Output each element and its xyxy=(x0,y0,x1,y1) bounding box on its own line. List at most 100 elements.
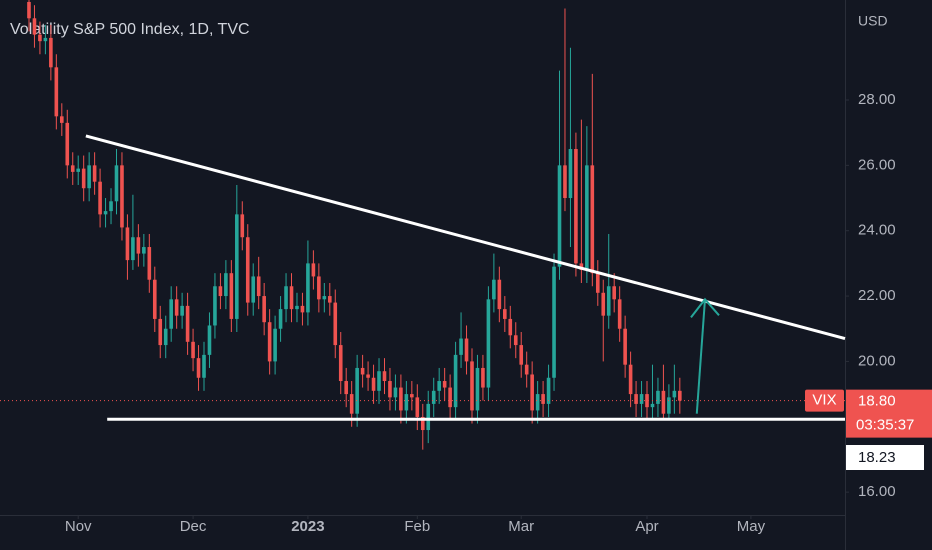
candle-body xyxy=(273,328,277,362)
candle-body xyxy=(410,394,414,398)
candle-body xyxy=(420,416,425,431)
candle-body xyxy=(289,286,294,310)
candle-body xyxy=(557,165,562,267)
candle-body xyxy=(388,381,392,398)
candle-body xyxy=(349,394,354,414)
candle-body xyxy=(163,328,168,346)
countdown-label: 03:35:37 xyxy=(856,417,914,434)
x-tick-label: Nov xyxy=(65,518,92,535)
candle-body xyxy=(497,279,502,310)
candle-body xyxy=(628,364,633,395)
support-price-box xyxy=(846,445,924,470)
candle-body xyxy=(120,165,124,228)
candle-body xyxy=(235,214,239,319)
candle-body xyxy=(322,296,327,300)
candle-body xyxy=(327,296,332,303)
candle-body xyxy=(224,273,228,297)
candle-body xyxy=(590,165,595,274)
candle-body xyxy=(174,299,179,316)
candle-body xyxy=(453,354,458,408)
candle-body xyxy=(267,322,272,362)
candle-body xyxy=(256,276,261,297)
candle-body xyxy=(481,367,485,388)
candle-body xyxy=(262,296,266,323)
candle-body xyxy=(202,354,206,378)
candle-body xyxy=(245,237,250,303)
candle-body xyxy=(229,273,234,319)
candle-body xyxy=(158,318,163,346)
x-tick-label: May xyxy=(737,518,766,535)
candle-body xyxy=(595,273,600,293)
candle-body xyxy=(136,237,141,254)
candle-body xyxy=(393,387,398,398)
candle-body xyxy=(524,364,529,375)
candle-body xyxy=(311,263,316,277)
candle-body xyxy=(530,374,534,411)
candle-body xyxy=(645,394,649,408)
candle-body xyxy=(415,397,420,417)
y-tick-label: 22.00 xyxy=(858,287,896,304)
candle-body xyxy=(355,367,359,414)
candle-body xyxy=(606,286,611,316)
support-price-label: 18.23 xyxy=(858,449,896,466)
y-tick-label: 28.00 xyxy=(858,91,896,108)
x-tick-label: Feb xyxy=(404,518,430,535)
candle-body xyxy=(667,397,671,414)
candle-body xyxy=(492,279,496,300)
candle-body xyxy=(563,165,567,199)
candle-body xyxy=(661,390,666,414)
x-tick-label: Dec xyxy=(180,518,207,535)
candle-body xyxy=(43,37,48,42)
candle-body xyxy=(448,387,452,408)
candle-body xyxy=(486,299,491,388)
candle-body xyxy=(300,305,305,313)
candle-body xyxy=(295,305,299,310)
candle-body xyxy=(103,211,108,215)
candle-body xyxy=(541,394,545,404)
candle-body xyxy=(333,302,338,346)
candle-body xyxy=(382,371,387,382)
candle-body xyxy=(470,361,474,411)
candle-body xyxy=(513,335,518,346)
candle-body xyxy=(371,377,376,391)
candle-body xyxy=(87,165,91,189)
candle-body xyxy=(169,299,173,329)
candle-body xyxy=(360,367,365,375)
candle-body xyxy=(426,403,431,431)
candle-body xyxy=(38,34,42,42)
currency-label: USD xyxy=(858,13,888,29)
candle-body xyxy=(344,381,349,395)
candle-body xyxy=(475,367,480,411)
x-tick-label: Mar xyxy=(508,518,534,535)
candle-body xyxy=(568,149,573,199)
candle-body xyxy=(131,237,135,261)
candle-body xyxy=(519,345,524,365)
candle-body xyxy=(639,394,644,404)
candle-body xyxy=(152,279,157,319)
candle-body xyxy=(32,18,37,35)
candle-body xyxy=(601,292,606,316)
candle-body xyxy=(240,214,245,238)
arrow-shaft xyxy=(695,299,706,414)
candle-body xyxy=(574,149,578,264)
arrow-head xyxy=(690,297,720,318)
candle-body xyxy=(546,377,551,404)
candle-body xyxy=(585,165,589,270)
candle-body xyxy=(672,390,677,398)
candle-body xyxy=(185,305,190,342)
trendline xyxy=(85,134,846,340)
candle-body xyxy=(114,165,119,202)
candle-body xyxy=(196,358,201,378)
candle-body xyxy=(623,328,627,365)
candle-body xyxy=(218,286,223,297)
candle-body xyxy=(459,338,463,355)
candle-body xyxy=(377,371,381,391)
last-price-box xyxy=(846,389,932,438)
candle-body xyxy=(437,381,441,391)
candle-body xyxy=(399,387,403,411)
candle-body xyxy=(634,394,638,404)
candle-body xyxy=(678,390,682,401)
candle-body xyxy=(65,122,70,166)
